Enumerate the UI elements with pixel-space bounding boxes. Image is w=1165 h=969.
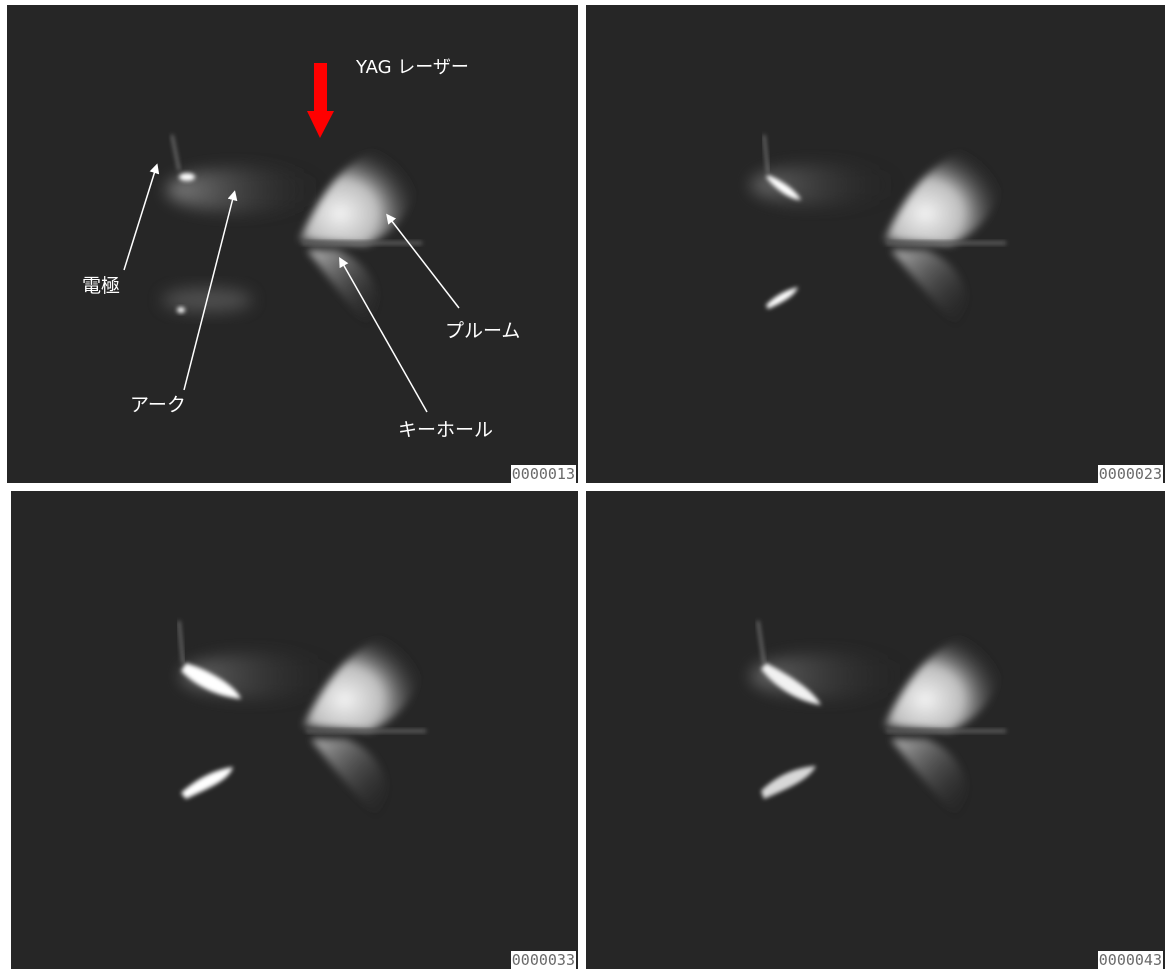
laser-arrow-head: [307, 111, 334, 138]
keyhole-label: キーホール: [398, 419, 494, 441]
weld-image-2: [751, 134, 1006, 325]
weld-image-3: [178, 620, 426, 816]
frame-number: 0000033: [510, 951, 576, 969]
frame-number: 0000013: [510, 465, 576, 483]
frame-number: 0000023: [1097, 465, 1163, 483]
electrode-pointer: [123, 163, 160, 271]
weld-image-1: [123, 63, 460, 413]
keyhole-pointer: [339, 257, 428, 413]
arc-pointer: [183, 190, 238, 391]
arc-label: アーク: [130, 394, 186, 416]
laser-arrow-shaft: [314, 63, 327, 113]
plume-label: プルーム: [445, 320, 521, 342]
photo-panel-4: 0000043: [586, 491, 1165, 969]
plume-pointer: [386, 213, 460, 309]
electrode-label: 電極: [82, 275, 121, 297]
weld-image-4: [751, 620, 1006, 816]
photo-panel-2: 0000023: [586, 5, 1165, 483]
frame-number: 0000043: [1097, 951, 1163, 969]
laser-label: YAG レーザー: [356, 57, 469, 78]
photo-panel-1: YAG レーザー 電極 アーク プルーム キーホール 0000013: [7, 5, 578, 483]
photo-panel-3: 0000033: [11, 491, 578, 969]
